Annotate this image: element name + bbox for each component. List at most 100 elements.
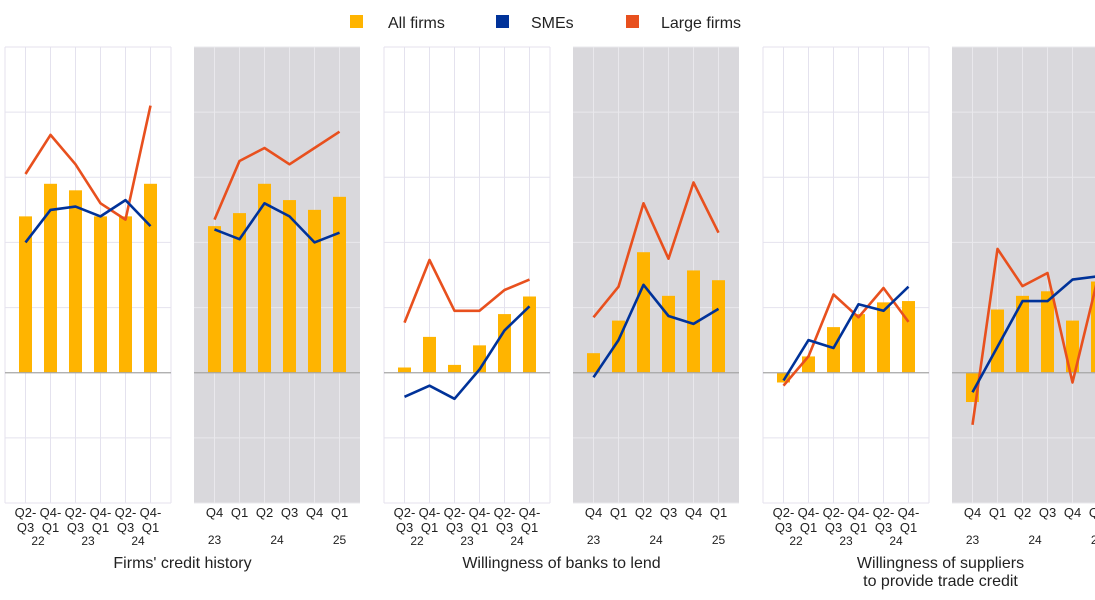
right-subpanel: Q4 Q1 Q2 Q3 Q4 Q1 23 24 25 [194,46,360,547]
x-year-label: 24 [889,534,903,548]
x-tick-label: Q4- [798,505,820,520]
x-tick-label: Q4 [206,505,223,520]
legend-swatch [350,15,363,28]
legend-swatch [626,15,639,28]
bar-all-firms [398,367,411,373]
x-year-label: 22 [31,534,45,548]
line-large-firms [782,286,910,387]
bar-all-firms [877,302,890,373]
bar-all-firms [144,183,157,373]
x-tick-label: Q2- [494,505,516,520]
x-tick-label: Q3 [67,520,84,535]
x-tick-label: Q2- [823,505,845,520]
panel-title: to provide trade credit [863,573,1018,590]
x-tick-label: Q2 [256,505,273,520]
right-subpanel: Q4 Q1 Q2 Q3 Q4 Q1 23 24 25 [952,46,1095,547]
x-tick-label: Q1 [610,505,627,520]
x-year-label: 25 [712,533,726,547]
x-tick-label: Q3 [281,505,298,520]
bar-all-firms [777,372,790,383]
line-smes [782,285,910,382]
x-tick-label: Q2- [65,505,87,520]
bar-all-firms [902,301,915,373]
x-year-label: 23 [966,533,980,547]
x-tick-label: Q1 [42,520,59,535]
line-large-firms [971,247,1095,425]
bar-all-firms [69,190,82,373]
x-tick-label: Q2 [1014,505,1031,520]
bar-all-firms [1066,320,1079,373]
x-tick-label: Q3 [396,520,413,535]
bar-all-firms [19,216,32,373]
bar-all-firms [662,295,675,373]
x-tick-label: Q4- [469,505,491,520]
line-large-firms [403,258,530,324]
right-subpanel: Q4 Q1 Q2 Q3 Q4 Q1 23 24 25 [573,46,739,547]
x-tick-label: Q3 [17,520,34,535]
x-tick-label: Q2 [635,505,652,520]
x-tick-label: Q1 [710,505,727,520]
bar-all-firms [1041,291,1054,373]
x-tick-label: Q3 [825,520,842,535]
bar-all-firms [44,183,57,373]
panel-title: Willingness of suppliers [857,555,1024,572]
x-tick-label: Q1 [989,505,1006,520]
x-year-label: 23 [460,534,474,548]
bar-all-firms [587,353,600,373]
line-smes [24,198,152,244]
x-tick-label: Q1 [421,520,438,535]
bar-all-firms [827,327,840,373]
x-year-label: 24 [1028,533,1042,547]
bar-all-firms [802,356,815,373]
x-year-label: 23 [587,533,601,547]
bar-all-firms [637,252,650,373]
panel-title: Willingness of banks to lend [462,555,660,572]
line-smes [592,283,720,379]
legend-label: Large firms [661,15,741,32]
x-tick-label: Q4- [848,505,870,520]
bar-all-firms [852,314,865,373]
x-year-label: 24 [510,534,524,548]
x-tick-label: Q4 [1064,505,1081,520]
x-year-label: 23 [81,534,95,548]
bar-all-firms [448,364,461,373]
bar-all-firms [1016,295,1029,373]
x-year-label: 25 [1091,533,1095,547]
line-smes [971,275,1095,393]
shaded-background [194,47,360,503]
x-tick-label: Q1 [800,520,817,535]
bar-all-firms [333,196,346,373]
x-tick-label: Q1 [1089,505,1095,520]
line-large-firms [213,130,341,221]
bar-all-firms [233,213,246,373]
x-year-label: 24 [131,534,145,548]
legend-label: All firms [388,15,445,32]
x-year-label: 22 [410,534,424,548]
x-tick-label: Q1 [521,520,538,535]
x-tick-label: Q3 [446,520,463,535]
bar-all-firms [208,226,221,373]
line-smes [403,305,531,401]
x-tick-label: Q3 [496,520,513,535]
panel-title: Firms' credit history [113,555,251,572]
x-tick-label: Q3 [775,520,792,535]
shaded-background [573,47,739,503]
x-year-label: 24 [270,533,284,547]
legend-label: SMEs [531,15,574,32]
x-tick-label: Q4- [898,505,920,520]
line-large-firms [24,105,152,221]
x-tick-label: Q1 [92,520,109,535]
x-tick-label: Q3 [875,520,892,535]
legend: All firms SMEs Large firms [350,15,741,32]
shaded-background [952,47,1095,503]
x-tick-label: Q4 [306,505,323,520]
x-tick-label: Q1 [471,520,488,535]
x-year-label: 23 [839,534,853,548]
legend-swatch [496,15,509,28]
x-tick-label: Q4- [90,505,112,520]
